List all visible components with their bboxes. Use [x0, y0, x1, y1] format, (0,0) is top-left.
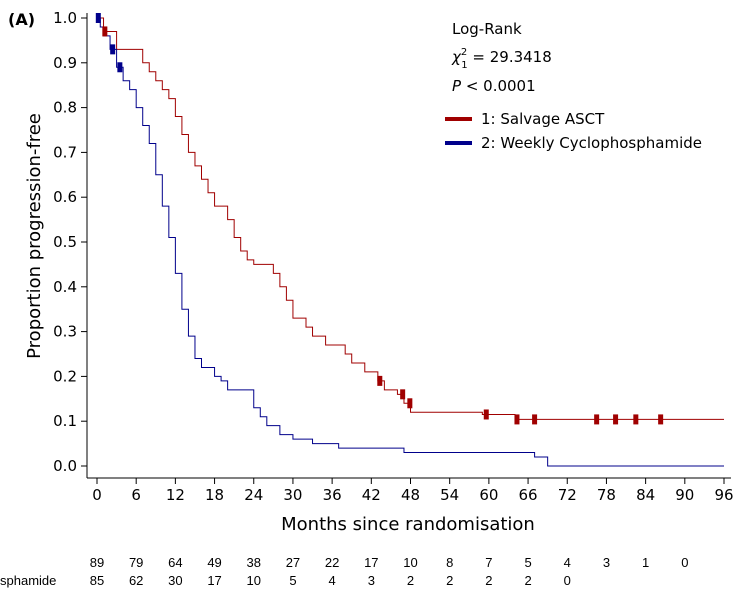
legend-label-2: 2: Weekly Cyclophosphamide: [481, 134, 702, 152]
at-risk-value: 0: [681, 555, 688, 570]
censor-mark-series-2: [117, 62, 123, 73]
at-risk-value: 22: [325, 555, 339, 570]
x-tick-label: 36: [323, 486, 342, 504]
p-value-text: < 0.0001: [461, 77, 536, 95]
at-risk-row-label: sphamide: [0, 573, 56, 588]
at-risk-value: 5: [289, 573, 296, 588]
x-tick-label: 30: [283, 486, 302, 504]
censor-mark-series-1: [658, 414, 664, 425]
legend: 1: Salvage ASCT 2: Weekly Cyclophosphami…: [445, 110, 702, 152]
x-axis-title: Months since randomisation: [281, 514, 535, 535]
at-risk-value: 7: [485, 555, 492, 570]
at-risk-value: 3: [603, 555, 610, 570]
at-risk-value: 79: [129, 555, 143, 570]
censor-mark-series-1: [633, 414, 639, 425]
y-tick-label: 0.6: [53, 188, 77, 206]
censor-mark-series-1: [594, 414, 600, 425]
y-axis-title: Proportion progression-free: [24, 113, 45, 359]
at-risk-value: 8: [446, 555, 453, 570]
x-tick-label: 12: [166, 486, 185, 504]
chi-square-stat: χ2 1 = 29.3418: [451, 47, 552, 71]
censor-mark-series-2: [110, 44, 116, 55]
at-risk-value: 2: [524, 573, 531, 588]
y-tick-label: 1.0: [53, 9, 77, 27]
p-value: P < 0.0001: [452, 77, 536, 95]
x-tick-label: 48: [401, 486, 420, 504]
y-tick-label: 0.0: [53, 457, 77, 475]
plot-area: [86, 13, 731, 479]
y-tick-label: 0.2: [53, 367, 77, 385]
x-axis-ticks: 0 6 12 18 24 30 36 42 48 54 60 66 72 78 84 90 96: [92, 478, 734, 504]
at-risk-value: 27: [286, 555, 300, 570]
x-tick-label: 66: [519, 486, 538, 504]
y-tick-label: 0.8: [53, 99, 77, 117]
chi-superscript: 2: [461, 47, 467, 58]
at-risk-value: 62: [129, 573, 143, 588]
at-risk-value: 2: [407, 573, 414, 588]
at-risk-value: 85: [90, 573, 104, 588]
at-risk-value: 10: [403, 555, 417, 570]
x-tick-label: 42: [362, 486, 381, 504]
at-risk-value: 1: [642, 555, 649, 570]
censor-marks: [95, 13, 664, 425]
x-tick-label: 24: [244, 486, 263, 504]
x-tick-label: 6: [131, 486, 141, 504]
x-tick-label: 0: [92, 486, 102, 504]
y-tick-label: 0.1: [53, 412, 77, 430]
at-risk-value: 4: [564, 555, 571, 570]
log-rank-title: Log-Rank: [452, 20, 522, 38]
y-tick-label: 0.3: [53, 323, 77, 341]
x-tick-label: 18: [205, 486, 224, 504]
km-curve-series-2: [97, 17, 724, 467]
x-tick-label: 78: [597, 486, 616, 504]
censor-mark-series-2: [95, 13, 101, 23]
p-symbol: P: [452, 77, 462, 95]
legend-label-1: 1: Salvage ASCT: [481, 110, 605, 128]
x-tick-label: 84: [636, 486, 655, 504]
censor-mark-series-1: [532, 414, 538, 425]
censor-mark-series-1: [377, 375, 383, 386]
x-tick-label: 54: [440, 486, 459, 504]
x-tick-label: 96: [714, 486, 733, 504]
at-risk-value: 49: [207, 555, 221, 570]
x-tick-label: 72: [558, 486, 577, 504]
log-rank-annotation: Log-Rank χ2 1 = 29.3418 P < 0.0001: [451, 20, 552, 95]
panel-label: (A): [8, 10, 35, 29]
chi-subscript: 1: [461, 60, 467, 71]
censor-mark-series-1: [514, 414, 520, 425]
at-risk-value: 38: [247, 555, 261, 570]
at-risk-value: 17: [364, 555, 378, 570]
at-risk-value: 64: [168, 555, 182, 570]
censor-mark-series-1: [102, 26, 108, 37]
chi-value: = 29.3418: [468, 48, 552, 66]
at-risk-value: 89: [90, 555, 104, 570]
y-tick-label: 0.9: [53, 54, 77, 72]
at-risk-value: 0: [564, 573, 571, 588]
x-tick-label: 60: [479, 486, 498, 504]
km-curves: [97, 17, 724, 467]
at-risk-value: 30: [168, 573, 182, 588]
x-tick-label: 90: [675, 486, 694, 504]
at-risk-value: 2: [485, 573, 492, 588]
y-axis-ticks: 0.0 0.1 0.2 0.3 0.4 0.5 0.6 0.7 0.8 0.9 1.0: [53, 9, 87, 475]
at-risk-value: 2: [446, 573, 453, 588]
at-risk-value: 5: [524, 555, 531, 570]
censor-mark-series-1: [483, 409, 489, 420]
chi-symbol: χ: [451, 48, 462, 66]
censor-mark-series-1: [613, 414, 619, 425]
y-tick-label: 0.4: [53, 278, 77, 296]
censor-mark-series-1: [400, 389, 406, 400]
at-risk-value: 4: [329, 573, 336, 588]
censor-mark-series-1: [407, 398, 413, 409]
at-risk-value: 10: [247, 573, 261, 588]
at-risk-value: 3: [368, 573, 375, 588]
y-tick-label: 0.7: [53, 143, 77, 161]
at-risk-value: 17: [207, 573, 221, 588]
y-tick-label: 0.5: [53, 233, 77, 251]
km-curve-series-1: [97, 17, 724, 420]
